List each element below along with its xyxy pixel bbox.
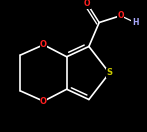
Text: O: O [40, 97, 47, 106]
Text: O: O [84, 0, 90, 8]
Text: H: H [132, 18, 138, 27]
Text: O: O [40, 40, 47, 49]
Text: O: O [117, 11, 124, 20]
Text: S: S [106, 69, 112, 77]
